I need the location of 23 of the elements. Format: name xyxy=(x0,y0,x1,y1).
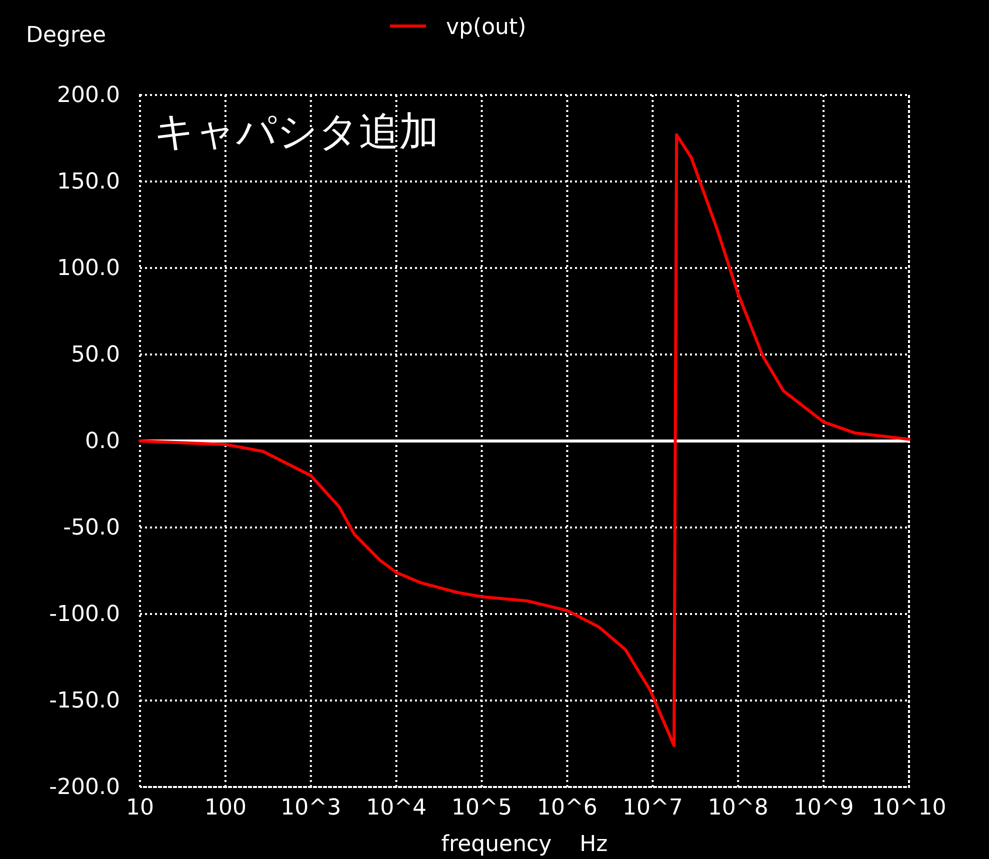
y-tick-label: 100.0 xyxy=(57,256,120,282)
x-tick-label: 10^5 xyxy=(452,796,512,821)
y-axis-title: Degree xyxy=(26,23,106,48)
y-tick-label: -150.0 xyxy=(49,688,120,714)
x-tick-label: 10 xyxy=(126,796,154,821)
x-tick-label: 10^8 xyxy=(708,796,768,821)
x-tick-label: 10^3 xyxy=(280,796,342,821)
y-tick-label: -200.0 xyxy=(49,775,120,800)
y-tick-label: 50.0 xyxy=(71,342,120,368)
y-tick-label: 0.0 xyxy=(85,429,120,454)
y-tick-label: 200.0 xyxy=(57,83,120,108)
x-axis-title: frequency Hz xyxy=(441,832,608,857)
x-tick-label: 10^4 xyxy=(366,796,427,821)
annotation: キャパシタ追加 xyxy=(154,109,439,155)
x-tick-label: 100 xyxy=(204,796,246,821)
y-tick-label: -50.0 xyxy=(63,516,120,541)
y-tick-label: 150.0 xyxy=(57,170,120,195)
y-tick-label: -100.0 xyxy=(49,602,120,628)
legend-label: vp(out) xyxy=(446,15,526,40)
x-tick-label: 10^6 xyxy=(537,796,598,821)
x-tick-label: 10^9 xyxy=(793,796,854,821)
x-tick-label: 10^10 xyxy=(872,796,946,821)
x-tick-label: 10^7 xyxy=(622,796,683,821)
